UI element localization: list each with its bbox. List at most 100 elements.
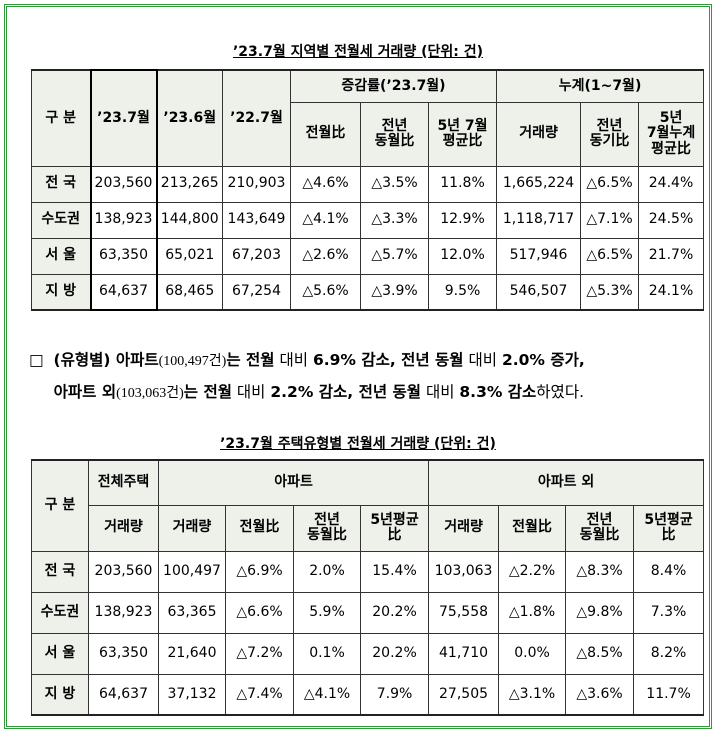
cell: 27,505 (428, 673, 500, 716)
cell: 12.0% (427, 237, 498, 275)
row-header: 서 울 (31, 237, 91, 275)
cell: △7.1% (580, 201, 640, 239)
header-cell: 5년 7월 평균比 (427, 101, 498, 167)
row-header: 수도권 (31, 201, 91, 239)
cell: △4.6% (290, 165, 361, 203)
text: 는 (226, 351, 247, 369)
paragraph: □ (유형별) 아파트(100,497건)는 전월 대비 6.9% 감소, 전년… (29, 345, 699, 409)
cell: 138,923 (88, 591, 159, 634)
cell: △3.1% (498, 673, 567, 716)
cell: △4.1% (290, 201, 361, 239)
header-cell: 누계(1~7월) (496, 69, 705, 103)
cell: △5.6% (290, 273, 361, 311)
cell: △5.3% (580, 273, 640, 311)
row-header: 수도권 (31, 591, 89, 634)
header-cell: 전년 동월比 (360, 101, 429, 167)
header-cell: ’23.7월 (89, 69, 158, 167)
header-cell: 전월比 (290, 101, 361, 167)
cell: 2.0% (293, 550, 361, 593)
header-cell: 전년 동월比 (565, 504, 635, 552)
row-header: 지 방 (31, 273, 91, 311)
cell: △6.6% (225, 591, 294, 634)
cell: 63,350 (88, 632, 159, 675)
cell: 15.4% (359, 550, 430, 593)
row-header: 지 방 (31, 673, 89, 716)
cell: 144,800 (156, 201, 223, 239)
title-text: ’23.7월 지역별 전월세 거래량 (단위: 건) (232, 44, 484, 60)
table-row: 수도권 138,923 144,800 143,649 △4.1% △3.3% 12.9% 1… (31, 201, 705, 239)
cell: 24.1% (638, 273, 705, 311)
cell: 143,649 (222, 201, 291, 239)
text: 하였다. (536, 383, 585, 401)
cell: 203,560 (89, 165, 158, 203)
cell: 9.5% (427, 273, 498, 311)
text: 아파트 외 (53, 383, 117, 401)
table-row: 서 울 63,350 21,640 △7.2% 0.1% 20.2% 41,710 0.0% △… (31, 632, 705, 675)
cell: △1.8% (498, 591, 567, 634)
cell: 7.3% (633, 591, 705, 634)
cell: △6.5% (580, 237, 640, 275)
header-cell: 5년 7월누계 평균比 (638, 101, 705, 167)
text: 전월 (246, 351, 275, 369)
table-row: 수도권 138,923 63,365 △6.6% 5.9% 20.2% 75,558 △1.8… (31, 591, 705, 634)
cell: △9.8% (565, 591, 635, 634)
cell: △6.9% (225, 550, 294, 593)
header-cell: 전월比 (225, 504, 294, 552)
cell: △2.6% (290, 237, 361, 275)
table-title: ’23.7월 지역별 전월세 거래량 (단위: 건) (7, 41, 709, 61)
cell: 11.8% (427, 165, 498, 203)
header-cell: 전월比 (498, 504, 567, 552)
header-cell: ’22.7월 (222, 69, 291, 167)
text: 는 (183, 383, 204, 401)
table-row: 지 방 64,637 37,132 △7.4% △4.1% 7.9% 27,505 △3.1%… (31, 673, 705, 716)
cell: △3.9% (360, 273, 429, 311)
row-header: 전 국 (31, 165, 91, 203)
cell: △6.5% (580, 165, 640, 203)
cell: 1,665,224 (496, 165, 582, 203)
header-cell: 거래량 (496, 101, 582, 167)
text: 대비 (421, 383, 460, 401)
header-cell: ’23.6월 (156, 69, 223, 167)
cell: 63,350 (89, 237, 158, 275)
cell: △7.2% (225, 632, 294, 675)
cell: 138,923 (89, 201, 158, 239)
header-cell: 5년평균 比 (359, 504, 430, 552)
bullet: □ (29, 351, 44, 369)
text: 6.9% 감소, 전년 동월 (312, 351, 464, 369)
cell: 65,021 (156, 237, 223, 275)
table-title: ’23.7월 주택유형별 전월세 거래량 (단위: 건) (7, 433, 709, 453)
row-header: 서 울 (31, 632, 89, 675)
header-cell: 거래량 (428, 504, 500, 552)
cell: 8.4% (633, 550, 705, 593)
cell: 20.2% (359, 632, 430, 675)
cell: △7.4% (225, 673, 294, 716)
cell: 517,946 (496, 237, 582, 275)
cell: 37,132 (158, 673, 226, 716)
cell: 1,118,717 (496, 201, 582, 239)
cell: △8.5% (565, 632, 635, 675)
cell: 41,710 (428, 632, 500, 675)
table-row: 서 울 63,350 65,021 67,203 △2.6% △5.7% 12.0% 517,… (31, 237, 705, 275)
cell: 210,903 (222, 165, 291, 203)
text: 2.0% 증가, (501, 351, 585, 369)
cell: △4.1% (293, 673, 361, 716)
cell: 21.7% (638, 237, 705, 275)
text: (100,497건) (158, 354, 227, 369)
cell: 12.9% (427, 201, 498, 239)
text: 전월 (203, 383, 232, 401)
cell: 68,465 (156, 273, 223, 311)
cell: 67,254 (222, 273, 291, 311)
cell: 7.9% (359, 673, 430, 716)
header-cell: 전년 동기比 (580, 101, 640, 167)
cell: △3.5% (360, 165, 429, 203)
cell: △2.2% (498, 550, 567, 593)
cell: △8.3% (565, 550, 635, 593)
header-cell: 증감률(’23.7월) (289, 69, 498, 103)
text: 대비 (232, 383, 271, 401)
cell: 5.9% (293, 591, 361, 634)
cell: 0.0% (498, 632, 567, 675)
header-cell: 거래량 (88, 504, 159, 552)
cell: 63,365 (158, 591, 226, 634)
cell: 64,637 (88, 673, 159, 716)
text: (유형별) 아파트 (53, 351, 159, 369)
